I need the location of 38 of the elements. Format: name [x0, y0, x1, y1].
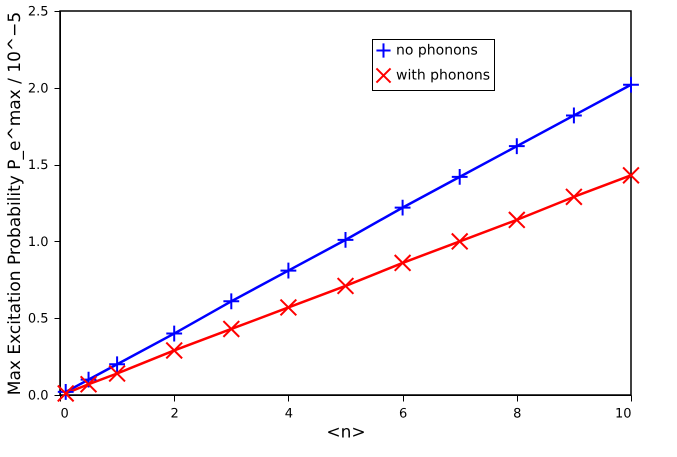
x-tick-label: 0: [60, 406, 69, 422]
point: [508, 137, 526, 156]
x-tick-label: 6: [398, 406, 408, 422]
y-tick-label: 0.5: [28, 312, 48, 327]
point: [508, 210, 526, 229]
x-tick-label: 4: [284, 406, 294, 422]
point: [108, 364, 126, 382]
point: [80, 370, 98, 389]
point: [80, 375, 98, 394]
point: [336, 230, 354, 249]
y-tick-label: 2.5: [28, 4, 48, 20]
point: [622, 166, 640, 184]
point: [222, 292, 240, 310]
legend-label: with phonons: [396, 68, 490, 84]
y-axis-title: Max Excitation Probability P_e^max / 10^−5: [4, 12, 25, 396]
y-tick-label: 1.0: [28, 234, 48, 250]
legend-label: no phonons: [396, 42, 478, 58]
x-tick-label: 8: [513, 406, 522, 422]
point: [222, 320, 240, 338]
point: [336, 277, 354, 295]
point: [450, 168, 469, 186]
y-tick-label: 0.0: [28, 388, 48, 404]
point: [564, 188, 583, 206]
y-tick-label: 2.0: [28, 81, 48, 96]
point: [165, 324, 184, 342]
x-tick-label: 10: [614, 406, 632, 422]
y-tick-label: 1.5: [28, 158, 48, 174]
point: [564, 106, 583, 124]
point: [279, 298, 298, 316]
point: [394, 198, 412, 217]
point: [279, 262, 298, 280]
point: [394, 254, 412, 272]
point: [108, 355, 126, 374]
point: [450, 232, 469, 250]
x-axis-title: <n>: [326, 422, 366, 442]
point: [165, 342, 184, 360]
point: [622, 76, 640, 94]
x-tick-label: 2: [170, 406, 179, 422]
